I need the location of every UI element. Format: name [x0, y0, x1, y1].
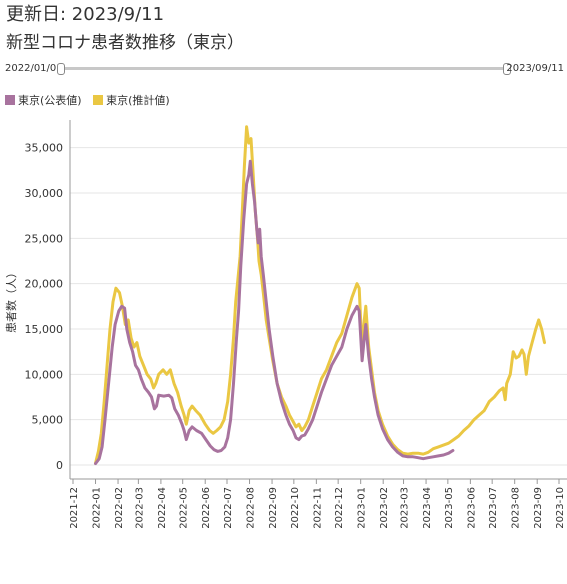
x-tick-label: 2023-08 — [511, 487, 522, 529]
y-tick-label: 15,000 — [25, 323, 64, 336]
x-tick-label: 2022-07 — [223, 487, 234, 529]
legend-item-estimated[interactable]: 東京(推計値) — [93, 92, 170, 108]
x-tick-label: 2023-06 — [466, 487, 477, 529]
x-tick-label: 2022-10 — [290, 487, 301, 529]
x-tick-label: 2022-11 — [312, 487, 323, 529]
range-track[interactable] — [60, 67, 508, 70]
y-tick-label: 30,000 — [25, 187, 64, 200]
x-tick-label: 2023-10 — [555, 487, 566, 529]
series-line-official — [94, 159, 455, 466]
legend: 東京(公表値) 東京(推計値) — [5, 92, 178, 108]
x-tick-label: 2023-02 — [379, 487, 390, 529]
x-tick-label: 2022-02 — [114, 487, 125, 529]
axes: 0 5,000 10,000 15,000 20,000 25,000 30,000 35,0… — [25, 120, 567, 529]
range-end-handle[interactable] — [503, 63, 511, 75]
y-tick-label: 0 — [56, 459, 63, 472]
x-tick-label: 2022-05 — [179, 487, 190, 529]
chart-title: 新型コロナ患者数推移（東京） — [6, 33, 244, 53]
series-lines — [94, 125, 546, 466]
x-tick-label: 2022-09 — [268, 487, 279, 529]
x-tick-label: 2022-04 — [157, 487, 168, 529]
x-tick-label: 2022-08 — [246, 487, 257, 529]
x-tick-label: 2022-12 — [334, 487, 345, 529]
y-tick-label: 20,000 — [25, 278, 64, 291]
series-line-estimated — [94, 125, 546, 465]
grid-lines — [70, 147, 567, 466]
range-end-label: 2023/09/11 — [506, 63, 564, 74]
legend-swatch-estimated — [93, 95, 104, 105]
x-tick-label: 2023-07 — [488, 487, 499, 529]
y-tick-label: 5,000 — [32, 414, 64, 427]
x-tick-label: 2022-01 — [92, 487, 103, 529]
x-tick-label: 2022-06 — [201, 487, 212, 529]
x-tick-label: 2023-09 — [533, 487, 544, 529]
x-tick-label: 2023-01 — [357, 487, 368, 529]
y-tick-label: 10,000 — [25, 368, 64, 381]
y-axis-label: 患者数（人） — [5, 267, 18, 333]
updated-date: 更新日: 2023/9/11 — [6, 4, 165, 25]
x-tick-label: 2023-03 — [400, 487, 411, 529]
x-tick-label: 2023-04 — [422, 487, 433, 529]
date-range-slider[interactable]: 2022/01/01 2023/09/11 — [0, 62, 567, 76]
range-start-handle[interactable] — [57, 63, 65, 75]
range-start-label: 2022/01/01 — [5, 63, 63, 74]
y-tick-label: 25,000 — [25, 232, 64, 245]
legend-label-official: 東京(公表値) — [18, 94, 82, 107]
legend-label-estimated: 東京(推計値) — [106, 94, 170, 107]
legend-swatch-official — [5, 95, 15, 105]
x-tick-label: 2021-12 — [69, 487, 80, 529]
header: 更新日: 2023/9/11 新型コロナ患者数推移（東京） — [6, 2, 244, 56]
x-tick-label: 2023-05 — [444, 487, 455, 529]
x-tick-label: 2022-03 — [134, 487, 145, 529]
y-tick-label: 35,000 — [25, 142, 64, 155]
legend-item-official[interactable]: 東京(公表値) — [5, 92, 82, 108]
